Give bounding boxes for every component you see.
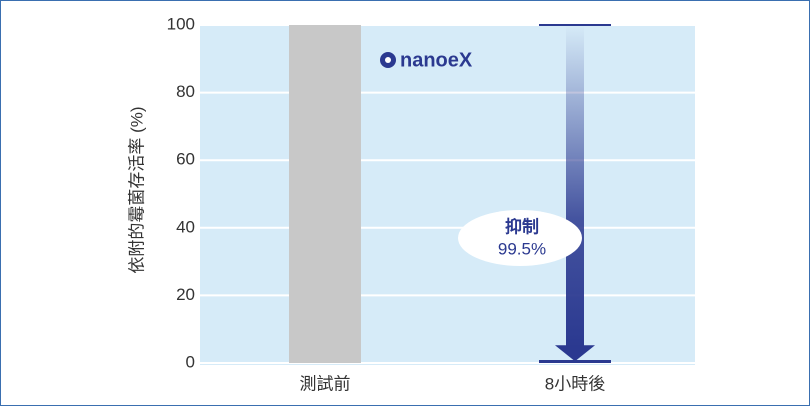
y-tick-label: 0 bbox=[186, 352, 195, 371]
y-axis-title: 依附的霉菌存活率 (%) bbox=[127, 106, 146, 273]
arrow-head bbox=[555, 345, 595, 362]
annotation-title: 抑制 bbox=[505, 216, 539, 236]
y-tick-label: 40 bbox=[176, 217, 195, 236]
y-tick-label: 80 bbox=[176, 82, 195, 101]
logo-text: nanoeX bbox=[400, 49, 473, 71]
plot-area bbox=[200, 25, 695, 365]
y-tick-label: 20 bbox=[176, 285, 195, 304]
bar bbox=[539, 360, 611, 363]
arrow-shaft bbox=[566, 25, 584, 348]
logo-icon bbox=[385, 57, 391, 63]
y-tick-label: 60 bbox=[176, 150, 195, 169]
bar bbox=[289, 25, 361, 363]
annotation-text: 99.5% bbox=[498, 239, 546, 258]
x-tick-label: 8小時後 bbox=[545, 374, 605, 393]
logo: nanoeX bbox=[380, 49, 473, 71]
x-tick-label: 測試前 bbox=[300, 374, 351, 393]
annotation-bubble bbox=[458, 210, 582, 266]
y-tick-label: 100 bbox=[167, 14, 195, 33]
